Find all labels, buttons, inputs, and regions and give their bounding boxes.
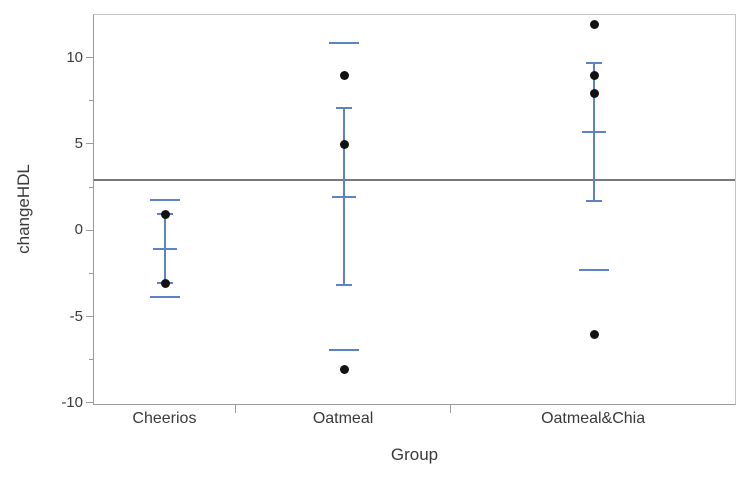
y-tick-label: 5 bbox=[74, 134, 83, 152]
y-minor-tick bbox=[89, 272, 93, 274]
y-tick-label: 10 bbox=[66, 48, 83, 66]
data-point bbox=[589, 88, 599, 98]
sd-lower-bar bbox=[579, 269, 610, 272]
data-point bbox=[160, 278, 170, 288]
y-major-tick bbox=[86, 143, 93, 145]
x-category-label: Oatmeal bbox=[312, 410, 374, 427]
y-minor-tick bbox=[89, 186, 93, 188]
y-axis-title: changeHDL bbox=[14, 164, 33, 254]
y-tick-label: 0 bbox=[74, 221, 83, 239]
error-bar-cap-bottom bbox=[336, 284, 353, 287]
sd-upper-bar bbox=[329, 42, 360, 45]
x-category-label: Oatmeal&Chia bbox=[541, 410, 646, 427]
x-boundary-tick bbox=[235, 405, 237, 413]
sd-lower-bar bbox=[150, 296, 181, 299]
reference-line bbox=[94, 178, 735, 181]
data-point bbox=[589, 71, 599, 81]
plot-area bbox=[93, 14, 736, 405]
mean-tick bbox=[582, 131, 607, 134]
error-bar-cap-bottom bbox=[586, 200, 603, 203]
y-minor-tick bbox=[89, 359, 93, 361]
mean-tick bbox=[332, 195, 357, 198]
sd-lower-bar bbox=[329, 349, 360, 352]
y-major-tick bbox=[86, 57, 93, 59]
y-tick-label: -5 bbox=[69, 307, 83, 325]
x-axis-title: Group bbox=[390, 445, 439, 464]
data-point bbox=[589, 330, 599, 340]
y-minor-tick bbox=[89, 100, 93, 102]
error-bar-cap-top bbox=[586, 61, 603, 64]
x-category-label: Cheerios bbox=[132, 410, 197, 427]
data-point bbox=[589, 19, 599, 29]
mean-tick bbox=[153, 247, 178, 250]
y-major-tick bbox=[86, 316, 93, 318]
data-point bbox=[160, 209, 170, 219]
x-boundary-tick bbox=[449, 405, 451, 413]
sd-upper-bar bbox=[150, 198, 181, 201]
data-point bbox=[339, 140, 349, 150]
y-major-tick bbox=[86, 229, 93, 231]
data-point bbox=[339, 364, 349, 374]
y-tick-label: -10 bbox=[61, 393, 83, 411]
error-bar-cap-top bbox=[336, 107, 353, 110]
data-point bbox=[339, 71, 349, 81]
y-major-tick bbox=[86, 402, 93, 404]
